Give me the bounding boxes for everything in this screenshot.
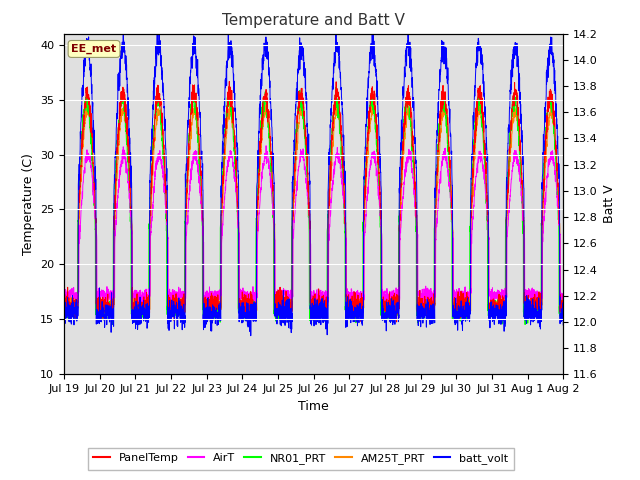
AirT	[273, 291, 281, 297]
AirT	[559, 292, 567, 298]
batt_volt	[273, 315, 281, 321]
AM25T_PRT	[550, 124, 557, 130]
batt_volt	[252, 311, 260, 317]
AirT	[60, 291, 68, 297]
AM25T_PRT	[273, 302, 281, 308]
AirT	[271, 304, 279, 310]
AM25T_PRT	[496, 308, 504, 313]
NR01_PRT	[117, 96, 125, 101]
batt_volt	[147, 158, 155, 164]
Text: EE_met: EE_met	[72, 44, 116, 54]
AirT	[117, 164, 125, 170]
NR01_PRT	[521, 322, 529, 327]
Line: PanelTemp: PanelTemp	[64, 82, 563, 323]
PanelTemp	[225, 79, 233, 84]
batt_volt	[120, 31, 127, 36]
Line: AM25T_PRT: AM25T_PRT	[64, 101, 563, 316]
NR01_PRT	[332, 84, 339, 90]
NR01_PRT	[559, 312, 567, 317]
AM25T_PRT	[60, 291, 68, 297]
AirT	[550, 156, 557, 161]
batt_volt	[496, 307, 504, 312]
AirT	[262, 143, 270, 149]
AirT	[496, 289, 504, 295]
batt_volt	[550, 60, 557, 66]
NR01_PRT	[60, 303, 68, 309]
PanelTemp	[451, 320, 458, 325]
PanelTemp	[252, 299, 259, 305]
batt_volt	[559, 322, 567, 328]
batt_volt	[60, 300, 68, 306]
AM25T_PRT	[547, 98, 554, 104]
batt_volt	[247, 333, 255, 338]
Line: batt_volt: batt_volt	[64, 34, 563, 336]
PanelTemp	[147, 207, 154, 213]
Line: AirT: AirT	[64, 146, 563, 307]
PanelTemp	[273, 302, 281, 308]
batt_volt	[117, 48, 125, 54]
AirT	[252, 297, 259, 303]
PanelTemp	[550, 121, 557, 127]
AM25T_PRT	[174, 313, 182, 319]
Line: NR01_PRT: NR01_PRT	[64, 87, 563, 324]
AM25T_PRT	[252, 304, 259, 310]
Y-axis label: Temperature (C): Temperature (C)	[22, 153, 35, 255]
PanelTemp	[117, 104, 125, 109]
PanelTemp	[496, 309, 504, 314]
NR01_PRT	[273, 306, 281, 312]
Y-axis label: Batt V: Batt V	[604, 185, 616, 223]
Legend: PanelTemp, AirT, NR01_PRT, AM25T_PRT, batt_volt: PanelTemp, AirT, NR01_PRT, AM25T_PRT, ba…	[88, 448, 514, 469]
PanelTemp	[60, 303, 68, 309]
X-axis label: Time: Time	[298, 400, 329, 413]
AM25T_PRT	[559, 306, 567, 312]
PanelTemp	[559, 291, 567, 297]
AirT	[147, 232, 154, 238]
NR01_PRT	[550, 116, 557, 121]
Title: Temperature and Batt V: Temperature and Batt V	[222, 13, 405, 28]
NR01_PRT	[496, 308, 504, 313]
NR01_PRT	[147, 191, 154, 197]
NR01_PRT	[252, 308, 259, 313]
AM25T_PRT	[117, 116, 125, 121]
AM25T_PRT	[147, 218, 154, 224]
